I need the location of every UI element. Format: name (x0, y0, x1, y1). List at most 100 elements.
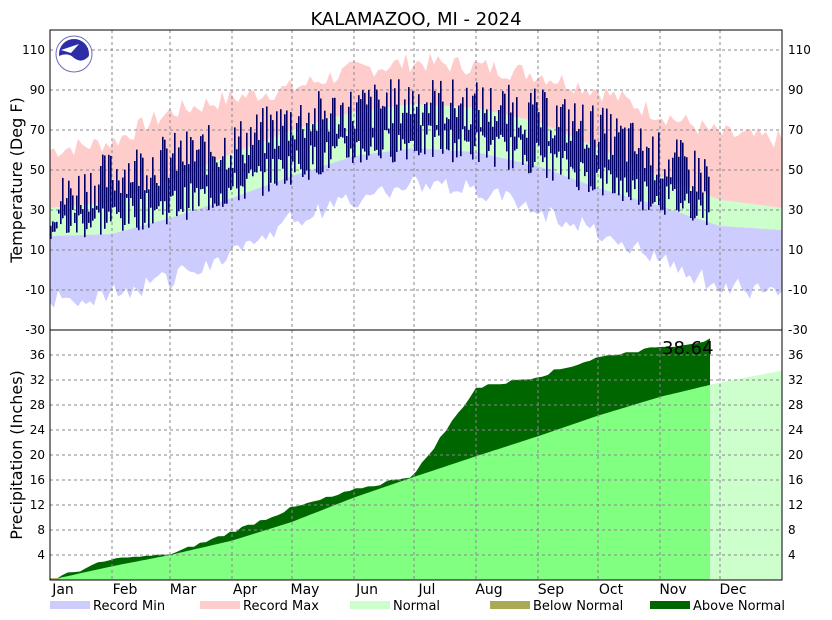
observed-temperature-bar (70, 188, 72, 226)
observed-temperature-bar (346, 136, 348, 158)
observed-temperature-bar (248, 155, 250, 174)
observed-temperature-bar (376, 89, 378, 150)
observed-temperature-bar (284, 114, 286, 184)
observed-temperature-bar (706, 166, 708, 226)
legend-swatch (650, 601, 690, 609)
observed-temperature-bar (524, 130, 526, 155)
legend-label: Normal (393, 599, 440, 614)
observed-temperature-bar (290, 112, 292, 185)
observed-temperature-bar (74, 212, 76, 223)
observed-temperature-bar (294, 139, 296, 173)
observed-temperature-bar (152, 157, 154, 224)
precipitation-total-label: 38.64 (662, 338, 714, 359)
observed-temperature-bar (626, 161, 628, 193)
precipitation-tick-label-right: 24 (788, 423, 803, 437)
observed-temperature-bar (132, 182, 134, 206)
temperature-tick-label-left: 10 (30, 243, 45, 257)
precipitation-tick-label-right: 12 (788, 498, 803, 512)
observed-temperature-bar (90, 173, 92, 228)
observed-temperature-bar (548, 141, 550, 146)
month-label: Oct (599, 582, 624, 598)
observed-temperature-bar (302, 129, 304, 177)
observed-temperature-bar (178, 147, 180, 212)
observed-temperature-bar (594, 139, 596, 190)
observed-temperature-bar (216, 162, 218, 207)
observed-temperature-bar (242, 154, 244, 187)
observed-temperature-bar (286, 110, 288, 181)
observed-temperature-bar (492, 126, 494, 140)
observed-temperature-bar (494, 116, 496, 167)
observed-temperature-bar (278, 145, 280, 160)
observed-temperature-bar (428, 113, 430, 126)
observed-temperature-bar (518, 127, 520, 138)
observed-temperature-bar (536, 102, 538, 143)
observed-temperature-bar (176, 170, 178, 217)
observed-temperature-bar (502, 91, 504, 137)
observed-temperature-bar (146, 175, 148, 193)
observed-temperature-bar (56, 221, 58, 229)
observed-temperature-bar (678, 156, 680, 212)
observed-temperature-bar (444, 123, 446, 131)
observed-temperature-bar (700, 172, 702, 206)
legend-swatch (200, 601, 240, 609)
normal-precipitation-future-area (710, 370, 782, 580)
observed-temperature-bar (238, 136, 240, 201)
precipitation-tick-label-left: 24 (30, 423, 45, 437)
observed-temperature-bar (592, 105, 594, 191)
observed-temperature-bar (324, 110, 326, 153)
observed-temperature-bar (208, 125, 210, 211)
observed-temperature-bar (546, 98, 548, 178)
observed-temperature-bar (372, 127, 374, 138)
observed-temperature-bar (76, 195, 78, 233)
observed-temperature-bar (708, 176, 710, 213)
observed-temperature-bar (436, 125, 438, 130)
observed-temperature-bar (646, 146, 648, 187)
observed-temperature-bar (386, 92, 388, 131)
observed-temperature-bar (354, 128, 356, 158)
observed-temperature-bar (308, 112, 310, 180)
observed-temperature-bar (118, 180, 120, 213)
observed-temperature-bar (298, 116, 300, 164)
observed-temperature-bar (580, 120, 582, 163)
observed-temperature-bar (466, 87, 468, 142)
observed-temperature-bar (256, 114, 258, 173)
observed-temperature-bar (194, 161, 196, 193)
observed-temperature-bar (180, 140, 182, 210)
observed-temperature-bar (170, 157, 172, 197)
observed-temperature-bar (50, 225, 52, 239)
temperature-tick-label-left: 70 (30, 123, 45, 137)
legend-label: Below Normal (533, 599, 623, 614)
observed-temperature-bar (122, 177, 124, 231)
observed-temperature-bar (236, 149, 238, 189)
observed-temperature-bar (280, 109, 282, 160)
observed-temperature-bar (630, 123, 632, 201)
observed-temperature-bar (572, 121, 574, 169)
observed-temperature-bar (612, 154, 614, 194)
observed-temperature-bar (150, 177, 152, 208)
precipitation-tick-label-left: 4 (37, 548, 45, 562)
month-label: Dec (719, 582, 746, 598)
observed-temperature-bar (196, 149, 198, 188)
observed-temperature-bar (654, 180, 656, 202)
observed-temperature-bar (124, 169, 126, 225)
observed-temperature-bar (684, 156, 686, 201)
observed-temperature-bar (570, 140, 572, 167)
observed-temperature-bar (664, 169, 666, 215)
observed-temperature-bar (416, 106, 418, 151)
observed-temperature-bar (332, 97, 334, 147)
observed-temperature-bar (260, 122, 262, 172)
observed-temperature-bar (82, 209, 84, 224)
observed-temperature-bar (482, 87, 484, 136)
observed-temperature-bar (96, 205, 98, 210)
chart-title: KALAMAZOO, MI - 2024 (310, 9, 521, 30)
normal-precipitation-area (50, 384, 710, 580)
month-label: Sep (538, 582, 565, 598)
observed-temperature-bar (198, 149, 200, 207)
temperature-tick-label-right: 90 (788, 83, 803, 97)
precipitation-tick-label-right: 36 (788, 348, 803, 362)
observed-temperature-bar (642, 150, 644, 211)
observed-temperature-bar (486, 109, 488, 158)
observed-temperature-bar (362, 90, 364, 149)
observed-temperature-bar (230, 155, 232, 191)
below-normal-precipitation-area (50, 578, 60, 580)
